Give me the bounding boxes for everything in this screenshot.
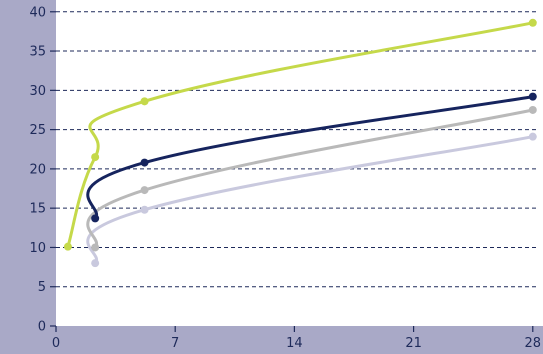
data-point	[91, 214, 100, 223]
y-tick-label: 0	[38, 320, 46, 335]
data-point	[528, 105, 537, 114]
y-tick-label: 20	[29, 162, 46, 177]
data-point	[140, 97, 149, 106]
y-tick-label: 25	[29, 123, 46, 138]
data-point	[140, 205, 149, 214]
y-tick-label: 15	[29, 202, 46, 217]
y-tick-label: 35	[29, 45, 46, 60]
y-tick-label: 40	[29, 5, 46, 20]
series-line	[86, 108, 535, 249]
series-lines	[63, 18, 537, 268]
data-point	[140, 186, 149, 195]
data-point	[528, 92, 537, 101]
x-tick-label: 28	[525, 336, 542, 351]
x-tick-label: 7	[171, 336, 179, 351]
data-point	[91, 153, 100, 162]
x-tick-label: 0	[52, 336, 60, 351]
data-point	[528, 132, 537, 141]
x-axis-ticks: 0 7 14 21 28	[52, 326, 541, 351]
series-line	[66, 21, 535, 249]
data-point	[528, 18, 537, 27]
y-axis-ticks: 0 5 10 15 20 25 30 35 40	[29, 5, 56, 335]
data-point	[91, 259, 100, 268]
series-line	[86, 135, 535, 265]
x-tick-label: 21	[405, 336, 422, 351]
y-axis-band	[0, 0, 56, 354]
y-tick-label: 5	[38, 280, 46, 295]
plot-area	[56, 0, 543, 326]
data-point	[63, 242, 72, 251]
y-tick-label: 30	[29, 84, 46, 99]
gridlines	[56, 11, 539, 288]
data-point	[91, 243, 100, 252]
y-tick-label: 10	[29, 241, 46, 256]
x-tick-label: 14	[286, 336, 303, 351]
series-line	[86, 95, 535, 220]
data-point	[140, 158, 149, 167]
x-axis-band	[0, 326, 543, 354]
